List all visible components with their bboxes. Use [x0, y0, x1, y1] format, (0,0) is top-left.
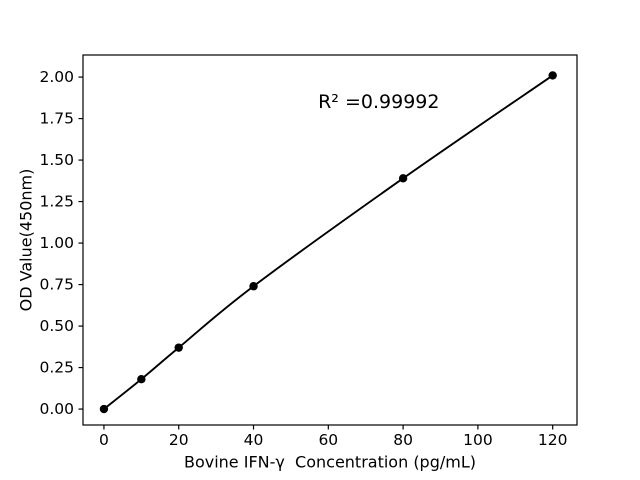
y-tick-label: 1.25	[39, 193, 74, 211]
x-tick-label: 0	[99, 431, 109, 449]
x-tick-label: 100	[463, 431, 493, 449]
x-axis-label: Bovine IFN-γ Concentration (pg/mL)	[184, 453, 476, 472]
data-point-marker	[137, 374, 146, 384]
data-point-marker	[99, 404, 109, 414]
x-tick-label: 80	[393, 431, 413, 449]
axes-spines	[82, 54, 578, 426]
data-point-marker	[174, 343, 183, 352]
data-point-marker	[398, 174, 408, 183]
y-tick-label: 1.75	[39, 110, 74, 128]
y-tick-label: 0.50	[39, 317, 74, 335]
y-tick-label: 2.00	[39, 68, 74, 86]
y-tick-label: 0.75	[39, 276, 74, 294]
x-tick-label: 120	[538, 431, 568, 449]
y-tick-label: 1.00	[39, 234, 74, 252]
x-tick-label: 40	[244, 431, 264, 449]
y-axis-label: OD Value(450nm)	[17, 169, 36, 312]
y-tick-label: 1.50	[39, 151, 74, 169]
y-tick-label: 0.25	[39, 359, 74, 377]
r-squared-annotation: R² =0.99992	[318, 91, 439, 113]
data-point-marker	[249, 282, 258, 291]
y-tick-label: 0.00	[39, 400, 74, 418]
x-tick-label: 20	[169, 431, 189, 449]
data-point-marker	[548, 71, 557, 80]
x-tick-label: 60	[318, 431, 338, 449]
